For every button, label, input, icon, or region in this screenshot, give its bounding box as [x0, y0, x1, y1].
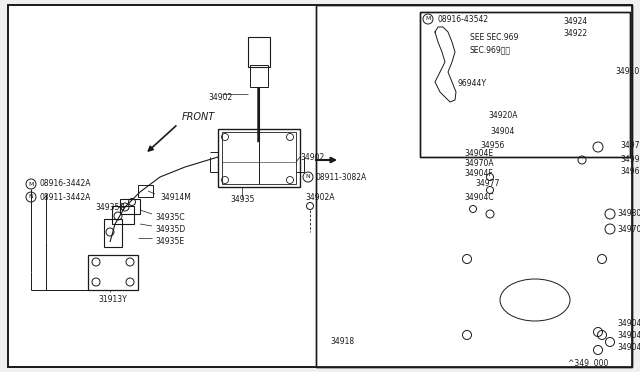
- Bar: [218, 129, 300, 187]
- Text: 08911-3082A: 08911-3082A: [316, 173, 367, 182]
- Text: 34918: 34918: [330, 337, 354, 346]
- Bar: [470, 164, 590, 252]
- Text: SEE SEC.969: SEE SEC.969: [470, 32, 518, 42]
- Bar: [595, 52, 627, 94]
- Bar: [568, 37, 590, 52]
- Text: 34970A: 34970A: [464, 160, 493, 169]
- Bar: [468, 266, 602, 334]
- Bar: [460, 257, 610, 342]
- Text: 34920A: 34920A: [488, 110, 518, 119]
- Text: 34990A: 34990A: [620, 154, 640, 164]
- Text: 34910: 34910: [615, 67, 639, 77]
- Bar: [250, 65, 268, 87]
- Text: 34935: 34935: [230, 196, 254, 205]
- Text: N: N: [29, 195, 33, 199]
- Bar: [590, 140, 618, 154]
- Bar: [496, 146, 502, 164]
- Bar: [138, 185, 153, 197]
- Text: 34922: 34922: [563, 29, 587, 38]
- Text: 34904G: 34904G: [617, 343, 640, 353]
- Text: 34924: 34924: [563, 16, 588, 26]
- Text: 34904E: 34904E: [464, 150, 493, 158]
- Bar: [478, 172, 582, 244]
- Text: 34970: 34970: [620, 141, 640, 151]
- Bar: [420, 12, 630, 157]
- Text: 34904C: 34904C: [464, 192, 493, 202]
- Bar: [495, 72, 507, 114]
- Text: 34902A: 34902A: [305, 192, 335, 202]
- Text: 34902: 34902: [300, 153, 324, 161]
- Text: 34935D: 34935D: [155, 224, 185, 234]
- Text: 34904C: 34904C: [617, 331, 640, 340]
- Text: 08916-3442A: 08916-3442A: [40, 180, 92, 189]
- Text: 34956: 34956: [480, 141, 504, 150]
- Bar: [104, 219, 122, 247]
- Text: 34935C: 34935C: [155, 212, 184, 221]
- Text: N: N: [306, 174, 310, 180]
- Bar: [575, 162, 593, 172]
- Text: 34980: 34980: [617, 209, 640, 218]
- Text: 34965: 34965: [620, 167, 640, 176]
- Text: 34970A: 34970A: [617, 224, 640, 234]
- Text: 34977: 34977: [475, 180, 499, 189]
- Text: 34904: 34904: [490, 128, 515, 137]
- Bar: [120, 199, 140, 214]
- Text: M: M: [28, 182, 34, 186]
- Bar: [420, 12, 630, 157]
- Text: 96944Y: 96944Y: [458, 80, 487, 89]
- Bar: [316, 5, 632, 367]
- Text: 34935B: 34935B: [95, 202, 125, 212]
- Bar: [88, 255, 138, 290]
- Text: 31913Y: 31913Y: [98, 295, 127, 304]
- Bar: [568, 17, 590, 32]
- Text: M: M: [426, 16, 431, 22]
- Bar: [468, 189, 482, 217]
- Bar: [112, 206, 134, 224]
- Text: ^349  000: ^349 000: [568, 359, 608, 369]
- Bar: [248, 37, 270, 67]
- Text: 34935E: 34935E: [155, 237, 184, 246]
- Bar: [316, 5, 632, 367]
- Text: SEC.969参照: SEC.969参照: [470, 45, 511, 55]
- Text: 34904F: 34904F: [464, 170, 493, 179]
- Text: 08911-3442A: 08911-3442A: [40, 192, 92, 202]
- Text: 08916-43542: 08916-43542: [437, 15, 488, 23]
- Bar: [222, 132, 296, 184]
- Text: 34914M: 34914M: [160, 192, 191, 202]
- Text: 34904D: 34904D: [617, 320, 640, 328]
- Text: 34902: 34902: [208, 93, 232, 102]
- Text: FRONT: FRONT: [182, 112, 215, 122]
